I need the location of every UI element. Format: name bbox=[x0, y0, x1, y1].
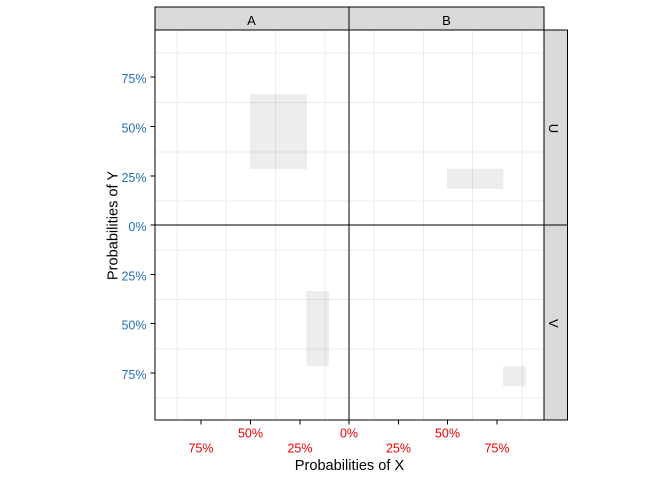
svg-text:75%: 75% bbox=[188, 442, 213, 456]
svg-text:U: U bbox=[546, 124, 561, 133]
svg-text:50%: 50% bbox=[238, 427, 263, 441]
svg-text:25%: 25% bbox=[386, 442, 411, 456]
svg-text:25%: 25% bbox=[121, 269, 146, 283]
svg-text:25%: 25% bbox=[121, 171, 146, 185]
svg-text:50%: 50% bbox=[121, 121, 146, 135]
svg-text:V: V bbox=[546, 319, 561, 328]
svg-text:75%: 75% bbox=[121, 72, 146, 86]
svg-text:50%: 50% bbox=[435, 427, 460, 441]
svg-text:50%: 50% bbox=[121, 318, 146, 332]
svg-text:75%: 75% bbox=[121, 368, 146, 382]
svg-text:B: B bbox=[442, 13, 451, 28]
svg-text:Probabilities of X: Probabilities of X bbox=[295, 458, 405, 474]
svg-text:Probabilities of Y: Probabilities of Y bbox=[105, 171, 121, 281]
svg-text:0%: 0% bbox=[128, 220, 146, 234]
svg-text:25%: 25% bbox=[287, 442, 312, 456]
svg-text:75%: 75% bbox=[484, 442, 509, 456]
svg-text:A: A bbox=[247, 13, 256, 28]
svg-text:0%: 0% bbox=[340, 427, 358, 441]
